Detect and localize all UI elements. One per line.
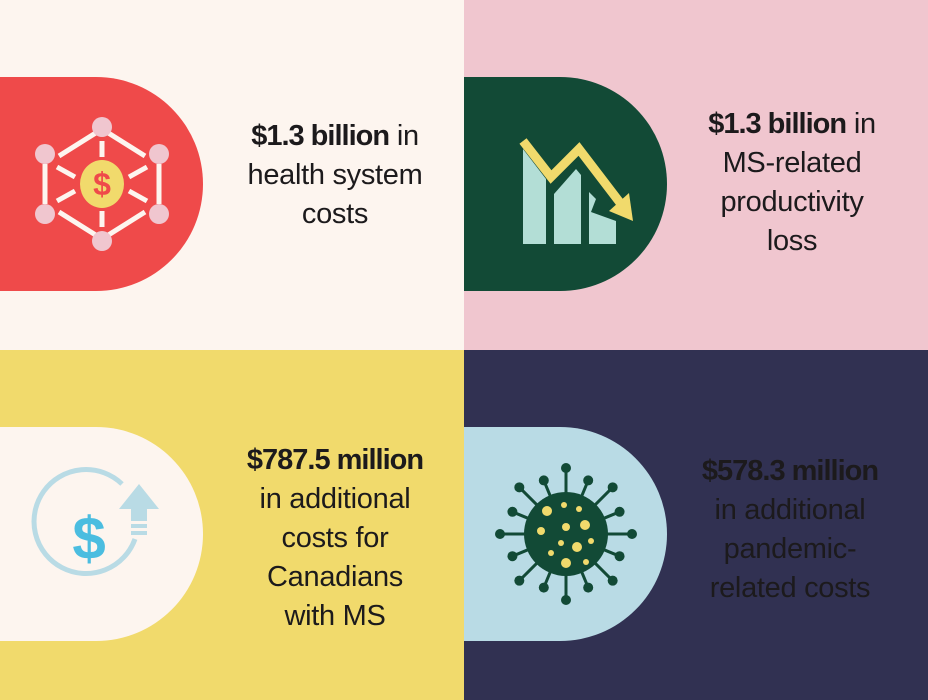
icon-badge	[464, 427, 667, 641]
dollar-increase-icon: $	[31, 467, 159, 577]
stat-amount: $1.3 billion	[708, 108, 847, 140]
stat-amount: $578.3 million	[701, 455, 879, 487]
svg-text:$: $	[72, 505, 105, 572]
stat-amount: $787.5 million	[246, 444, 424, 476]
stat-description: in additional pandemic-related costs	[709, 494, 871, 604]
virus-spike-tip	[560, 595, 571, 605]
stat-text: $1.3 billion in MS-related productivity …	[692, 105, 892, 261]
virus-spike-tip	[538, 582, 549, 593]
stat-description: in additional costs for Canadians with M…	[259, 483, 411, 632]
virus-spike-tip	[582, 582, 593, 593]
virus-spike-tip	[560, 463, 571, 473]
stat-text: $787.5 million in additional costs for C…	[215, 441, 455, 636]
stat-amount: $1.3 billion	[251, 120, 390, 152]
virus-spike-tip	[513, 575, 524, 586]
virus-spike-tip	[582, 475, 593, 486]
stat-pandemic-costs: $578.3 million in additional pandemic-re…	[464, 350, 928, 700]
virus-spike-tip	[513, 482, 524, 493]
stat-productivity-loss: $1.3 billion in MS-related productivity …	[464, 0, 928, 350]
stat-connector: in	[389, 120, 419, 152]
stat-description: MS-related productivity loss	[720, 147, 864, 257]
virus-spike-tip	[538, 475, 549, 486]
icon-badge	[464, 77, 667, 291]
virus-spike-tip	[494, 529, 505, 539]
stat-additional-costs: $ $787.5 million in additional costs for…	[0, 350, 464, 700]
stat-health-system: $ $1.3 billion in health system costs	[0, 0, 464, 350]
icon-badge: $	[0, 77, 203, 291]
stat-text: $578.3 million in additional pandemic-re…	[680, 452, 900, 608]
virus-spike-tip	[506, 551, 517, 562]
stat-description: health system costs	[247, 159, 423, 230]
stat-text: $1.3 billion in health system costs	[215, 117, 455, 234]
svg-text:$: $	[93, 166, 111, 202]
stat-connector: in	[846, 108, 876, 140]
declining-chart-icon	[518, 138, 633, 244]
virus-spike-tip	[626, 529, 637, 539]
virus-icon	[494, 463, 637, 605]
icon-badge: $	[0, 427, 203, 641]
virus-spike-tip	[506, 506, 517, 517]
virus-spike-tip	[614, 506, 625, 517]
virus-spike-tip	[607, 575, 618, 586]
virus-spike-tip	[607, 482, 618, 493]
virus-spike-tip	[614, 551, 625, 562]
network-dollar-icon: $	[34, 117, 169, 251]
